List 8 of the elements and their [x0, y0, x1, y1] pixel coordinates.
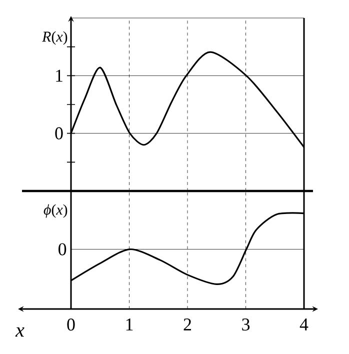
x-axis-title: x: [15, 327, 24, 337]
x-tick-label: 1: [126, 318, 133, 330]
x-tick-label: 0: [67, 318, 75, 331]
y-axis-title: R(x): [42, 31, 68, 45]
x-tick-label: 4: [300, 318, 308, 330]
x-tick-label: 3: [242, 318, 250, 331]
y-axis-title: ϕ(x): [44, 204, 68, 218]
x-tick-label: 2: [184, 318, 191, 330]
